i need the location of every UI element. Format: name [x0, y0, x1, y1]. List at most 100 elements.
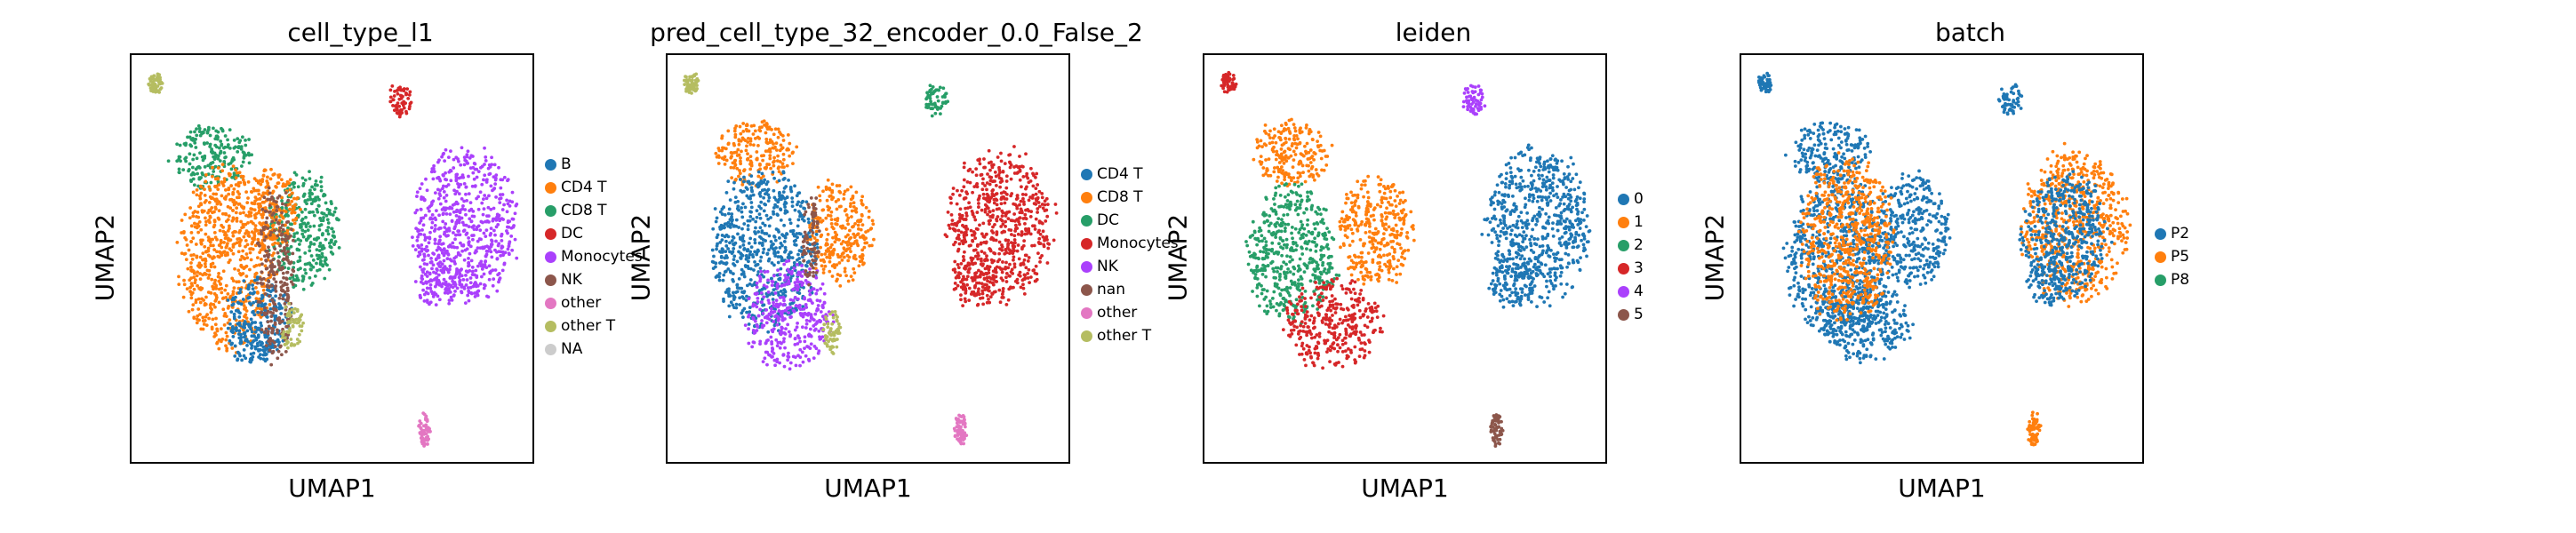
scatter-point	[772, 160, 775, 164]
scatter-point	[296, 267, 300, 272]
scatter-point	[175, 159, 180, 163]
scatter-point	[768, 140, 772, 145]
scatter-point	[741, 270, 746, 274]
scatter-point	[282, 330, 286, 334]
scatter-point	[180, 219, 184, 222]
scatter-point	[503, 251, 508, 255]
scatter-point	[189, 172, 194, 177]
scatter-point	[271, 306, 276, 311]
scatter-point	[807, 220, 811, 225]
scatter-point	[424, 415, 428, 419]
scatter-point	[769, 306, 773, 311]
scatter-point	[834, 338, 838, 342]
scatter-point	[814, 233, 819, 236]
scatter-point	[250, 242, 254, 246]
scatter-point	[447, 298, 452, 303]
scatter-point	[231, 164, 236, 169]
scatter-point	[836, 217, 840, 220]
scatter-point	[743, 264, 748, 267]
scatter-point	[765, 252, 770, 257]
scatter-point	[219, 150, 223, 155]
scatter-point	[764, 213, 769, 218]
scatter-point	[828, 251, 833, 255]
scatter-point	[329, 240, 333, 244]
scatter-point	[237, 314, 242, 319]
scatter-point	[845, 219, 850, 223]
scatter-point	[772, 132, 776, 137]
scatter-point	[245, 329, 250, 333]
scatter-point	[461, 278, 466, 282]
scatter-point	[306, 228, 310, 233]
scatter-point	[219, 251, 223, 255]
scatter-point	[778, 296, 782, 299]
scatter-point	[258, 306, 262, 311]
scatter-point	[274, 294, 277, 298]
scatter-point	[809, 262, 812, 266]
scatter-point	[787, 330, 791, 334]
scatter-point	[805, 260, 810, 265]
scatter-point	[438, 238, 442, 243]
scatter-point	[191, 211, 196, 215]
scatter-point	[261, 173, 266, 178]
scatter-point	[198, 194, 202, 198]
scatter-point	[242, 151, 246, 155]
scatter-point	[772, 288, 776, 292]
scatter-point	[225, 243, 229, 248]
scatter-point	[430, 213, 435, 217]
scatter-point	[993, 222, 996, 227]
scatter-point	[748, 142, 753, 147]
scatter-point	[829, 210, 834, 214]
scatter-point	[235, 206, 239, 211]
scatter-point	[244, 356, 248, 361]
scatter-point	[241, 298, 245, 301]
scatter-point	[244, 238, 248, 243]
scatter-point	[1034, 192, 1038, 196]
scatter-point	[781, 139, 786, 142]
scatter-point	[748, 155, 753, 159]
scatter-point	[300, 279, 305, 283]
scatter-point	[236, 203, 241, 206]
scatter-point	[714, 151, 718, 155]
scatter-point	[236, 322, 240, 326]
scatter-point	[732, 225, 736, 228]
scatter-point	[749, 245, 754, 249]
scatter-point	[812, 236, 817, 240]
scatter-point	[460, 220, 465, 225]
scatter-point	[776, 127, 780, 131]
scatter-point	[236, 268, 241, 273]
scatter-point	[794, 243, 798, 247]
scatter-point	[209, 265, 213, 269]
scatter-point	[831, 235, 835, 240]
scatter-point	[817, 349, 821, 354]
scatter-point	[1027, 198, 1031, 203]
scatter-point	[418, 295, 422, 299]
scatter-point	[217, 146, 221, 150]
scatter-point	[222, 151, 227, 155]
scatter-point	[252, 237, 256, 242]
scatter-point	[842, 197, 846, 201]
scatter-point	[801, 281, 805, 285]
scatter-point	[469, 290, 474, 295]
scatter-point	[426, 442, 429, 446]
scatter-point	[311, 210, 315, 214]
scatter-point	[796, 203, 799, 207]
scatter-point	[465, 198, 468, 203]
scatter-point	[292, 318, 297, 322]
scatter-point	[278, 293, 283, 297]
scatter-point	[724, 250, 728, 254]
scatter-point	[772, 327, 776, 331]
scatter-point	[748, 250, 753, 254]
scatter-point	[1045, 261, 1050, 265]
scatter-point	[263, 225, 268, 229]
scatter-point	[721, 278, 725, 282]
scatter-point	[208, 188, 212, 192]
scatter-point	[788, 187, 793, 192]
scatter-point	[437, 298, 442, 302]
scatter-point	[284, 206, 288, 210]
scatter-point	[844, 227, 847, 230]
scatter-point	[239, 219, 244, 224]
scatter-point	[787, 256, 791, 260]
scatter-point	[305, 202, 308, 206]
scatter-point	[487, 264, 492, 268]
scatter-point	[428, 300, 433, 305]
